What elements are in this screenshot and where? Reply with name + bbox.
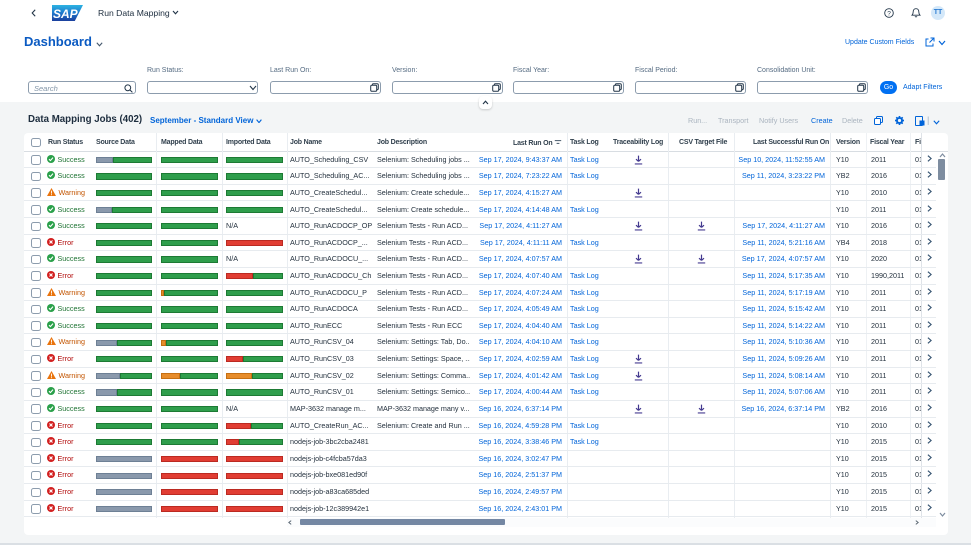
svg-text:SAP: SAP: [53, 7, 79, 21]
svg-text:?: ?: [887, 10, 891, 17]
